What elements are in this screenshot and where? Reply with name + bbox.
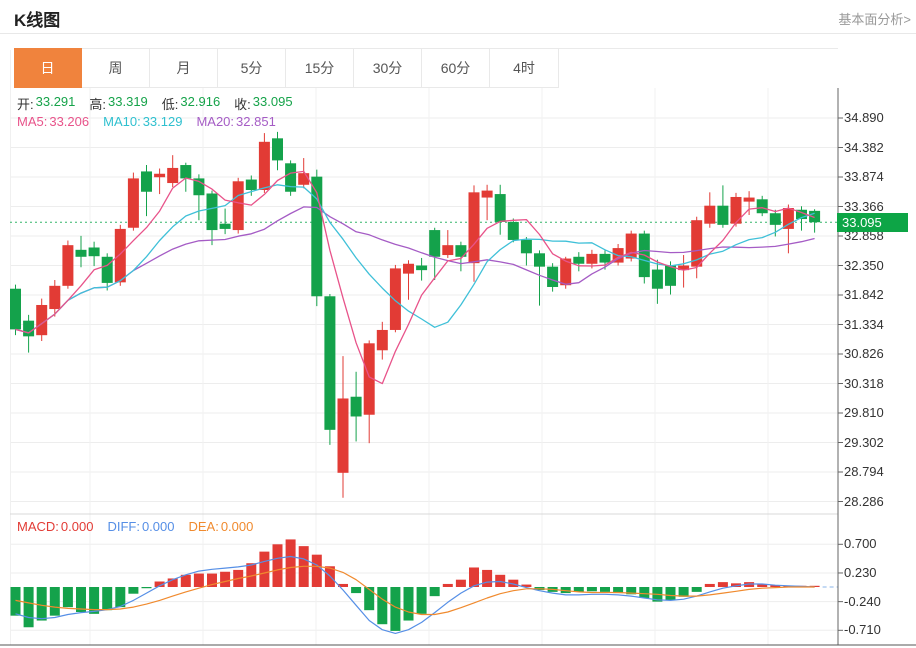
price-tick-label: 28.286 xyxy=(844,493,884,509)
tab-period-5分[interactable]: 5分 xyxy=(218,49,286,87)
tab-period-4时[interactable]: 4时 xyxy=(490,49,558,87)
tab-period-30分[interactable]: 30分 xyxy=(354,49,422,87)
ohlc-legend: 开: 33.291 高: 33.319 低: 32.916 收: 33.095 xyxy=(17,94,293,113)
legend-item: DIFF: 0.000 xyxy=(107,519,175,534)
macd-legend: MACD: 0.000 DIFF: 0.000 DEA: 0.000 xyxy=(17,519,253,534)
price-tick-label: 33.874 xyxy=(844,169,884,184)
price-tick-label: 30.318 xyxy=(844,375,884,391)
period-tabbar: 日周月 5分 15分 30分 60分 4时 xyxy=(14,48,559,88)
ma-legend: MA5: 33.206 MA10: 33.129 MA20: 32.851 xyxy=(17,114,276,129)
price-tick-label: 29.302 xyxy=(844,434,884,450)
price-tick-label: 32.350 xyxy=(844,257,884,273)
price-tick-label: 31.842 xyxy=(844,287,884,302)
legend-item: 高: 33.319 xyxy=(89,94,148,112)
price-tick-label: 34.890 xyxy=(844,110,884,125)
macd-tick-label: 0.230 xyxy=(844,564,877,580)
price-tick-label: 28.794 xyxy=(844,464,884,479)
legend-item: MA5: 33.206 xyxy=(17,114,90,129)
legend-item: DEA: 0.000 xyxy=(188,519,254,534)
header-divider xyxy=(0,33,916,34)
price-tick-label: 33.366 xyxy=(844,198,884,214)
fundamental-analysis-link[interactable]: 基本面分析> xyxy=(838,12,911,27)
price-tick-label: 29.810 xyxy=(844,405,884,420)
legend-item: 低: 32.916 xyxy=(161,94,221,112)
macd-tick-label: 0.700 xyxy=(844,536,877,552)
tab-period-月[interactable]: 月 xyxy=(150,49,218,87)
legend-item: 开: 33.291 xyxy=(17,94,76,112)
page-title: K线图 xyxy=(14,11,61,30)
legend-item: MA20: 32.851 xyxy=(196,114,276,129)
price-tick-label: 30.826 xyxy=(844,346,884,361)
macd-tick-label: -0.240 xyxy=(844,593,881,609)
tab-period-周[interactable]: 周 xyxy=(82,49,150,87)
tab-period-15分[interactable]: 15分 xyxy=(286,49,354,87)
price-tick-label: 34.382 xyxy=(844,139,884,155)
legend-item: 收: 33.095 xyxy=(234,94,293,112)
tab-period-60分[interactable]: 60分 xyxy=(422,49,490,87)
legend-item: MA10: 33.129 xyxy=(103,114,183,129)
price-tick-label: 31.334 xyxy=(844,316,884,332)
tab-period-日[interactable]: 日 xyxy=(14,48,82,88)
macd-tick-label: -0.710 xyxy=(844,622,881,638)
current-price-badge: 33.095 xyxy=(837,213,908,232)
legend-item: MACD: 0.000 xyxy=(17,519,94,534)
